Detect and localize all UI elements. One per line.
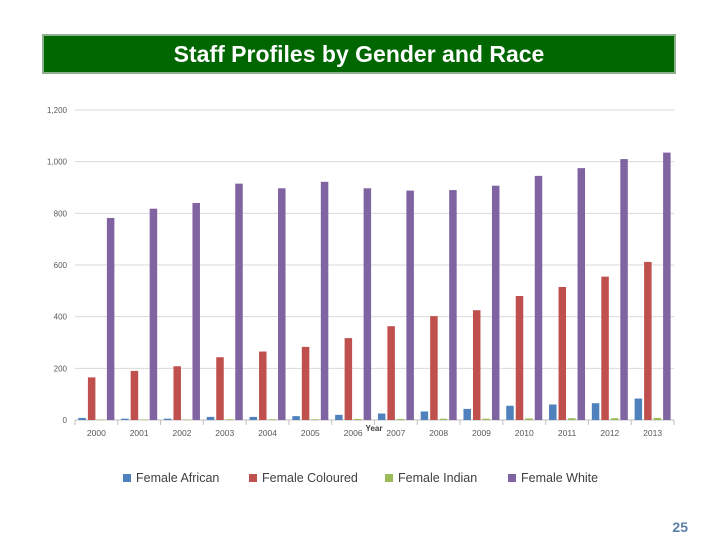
bar-female-coloured xyxy=(301,346,310,420)
bar-female-coloured xyxy=(644,261,652,420)
y-tick-label: 400 xyxy=(54,313,68,322)
legend-swatch xyxy=(508,474,516,482)
bar-female-white xyxy=(320,181,329,420)
bar-female-african xyxy=(121,418,129,420)
bar-female-indian xyxy=(225,419,234,420)
bar-female-indian xyxy=(396,418,405,420)
bar-female-coloured xyxy=(430,316,438,420)
bar-female-white xyxy=(620,159,628,421)
y-tick-label: 1,200 xyxy=(47,106,68,115)
bar-female-coloured xyxy=(216,357,224,420)
x-axis-label: Year xyxy=(366,424,383,433)
y-tick-label: 600 xyxy=(54,261,68,270)
x-tick-label: 2005 xyxy=(301,428,320,438)
bar-female-african xyxy=(463,408,471,420)
x-tick-label: 2010 xyxy=(515,428,534,438)
bar-female-african xyxy=(163,418,172,420)
bar-female-indian xyxy=(653,417,662,420)
bar-female-white xyxy=(577,168,586,420)
legend-swatch xyxy=(123,474,131,482)
y-tick-label: 200 xyxy=(54,364,68,373)
bar-female-indian xyxy=(182,419,191,420)
legend-label: Female African xyxy=(136,471,219,485)
x-tick-label: 2000 xyxy=(87,428,106,438)
legend-label: Female White xyxy=(521,471,598,485)
x-tick-label: 2003 xyxy=(215,428,234,438)
bar-female-coloured xyxy=(87,377,96,420)
bar-female-coloured xyxy=(387,326,395,420)
bar-female-african xyxy=(292,416,300,420)
legend-swatch xyxy=(385,474,393,482)
bar-female-indian xyxy=(525,418,533,420)
bar-female-indian xyxy=(268,419,277,420)
y-tick-label: 800 xyxy=(54,209,68,218)
bar-female-white xyxy=(278,188,286,420)
x-tick-label: 2011 xyxy=(558,428,577,438)
legend-swatch xyxy=(249,474,257,482)
bar-female-african xyxy=(335,414,343,420)
bar-female-indian xyxy=(140,419,148,420)
bar-female-indian xyxy=(439,418,448,420)
bar-female-coloured xyxy=(558,286,567,420)
bar-female-indian xyxy=(354,418,362,420)
x-tick-label: 2012 xyxy=(600,428,619,438)
bar-female-white xyxy=(663,152,671,420)
bar-female-indian xyxy=(482,418,490,420)
slide-title: Staff Profiles by Gender and Race xyxy=(173,40,545,67)
bar-female-white xyxy=(149,208,158,420)
x-tick-label: 2013 xyxy=(643,428,662,438)
x-tick-label: 2009 xyxy=(472,428,491,438)
bar-female-indian xyxy=(568,418,576,420)
legend-label: Female Coloured xyxy=(262,471,358,485)
bar-female-white xyxy=(192,203,200,420)
bar-female-african xyxy=(206,416,215,420)
legend-label: Female Indian xyxy=(398,471,477,485)
x-tick-label: 2008 xyxy=(429,428,448,438)
bar-female-coloured xyxy=(344,338,353,420)
bar-female-white xyxy=(363,188,372,420)
bar-chart: 0 200 400 600 800 1,000 1,200 2000 2001 2002 2003 2… xyxy=(47,106,675,485)
bar-female-white xyxy=(406,190,414,420)
y-tick-label: 0 xyxy=(63,416,68,425)
bar-female-coloured xyxy=(601,276,609,420)
bar-female-african xyxy=(420,411,429,420)
bar-female-african xyxy=(78,417,86,420)
slide-number: 25 xyxy=(672,519,688,535)
bar-female-african xyxy=(377,413,386,420)
bar-female-white xyxy=(449,190,457,420)
bar-female-indian xyxy=(97,419,105,420)
x-tick-label: 2006 xyxy=(344,428,363,438)
x-tick-label: 2007 xyxy=(386,428,405,438)
bar-female-african xyxy=(634,398,643,420)
bar-female-coloured xyxy=(259,351,267,420)
bar-female-coloured xyxy=(173,366,181,420)
bar-female-african xyxy=(591,403,600,420)
bar-female-coloured xyxy=(472,310,481,420)
bar-female-african xyxy=(249,416,258,420)
bar-female-white xyxy=(534,175,543,420)
title-banner: Staff Profiles by Gender and Race xyxy=(42,34,676,74)
x-tick-label: 2002 xyxy=(173,428,192,438)
bar-female-african xyxy=(549,404,557,420)
bar-female-african xyxy=(506,405,514,420)
bar-female-indian xyxy=(311,419,319,420)
bar-female-coloured xyxy=(130,370,139,420)
bar-female-indian xyxy=(610,418,619,420)
bar-female-white xyxy=(235,183,243,420)
x-tick-label: 2004 xyxy=(258,428,277,438)
bar-female-coloured xyxy=(515,296,524,420)
bar-female-white xyxy=(491,185,500,420)
x-tick-label: 2001 xyxy=(130,428,149,438)
bar-female-white xyxy=(106,217,115,420)
y-tick-label: 1,000 xyxy=(47,158,68,167)
